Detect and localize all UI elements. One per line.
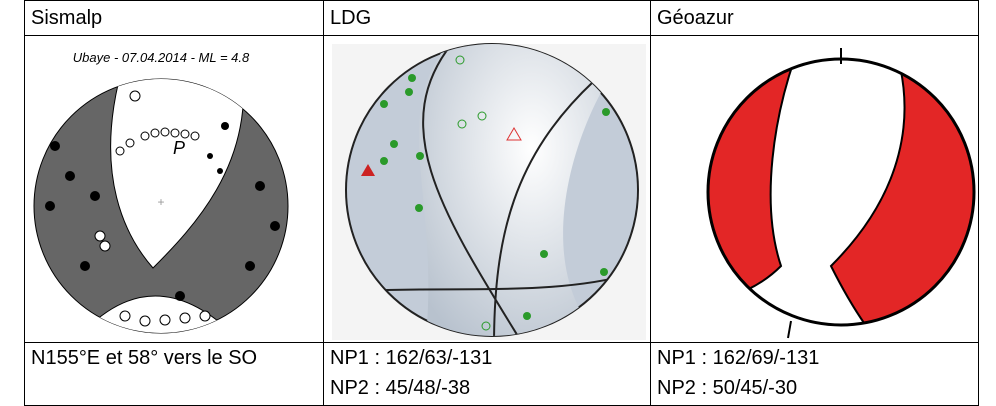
image-cell: Ubaye - 07.04.2014 - ML = 4.8 P +: [24, 35, 324, 343]
header-cell: LDG: [323, 0, 651, 36]
compression-zone: [708, 59, 805, 308]
cell-text: NP1 : 162/69/-131: [657, 347, 820, 369]
axis-mark: [787, 320, 792, 339]
cell-text: NP2 : 50/45/-30: [657, 377, 798, 399]
center-mark: +: [157, 195, 164, 209]
text-row: N155°E et 58° vers le SO NP1 : 162/63/-1…: [24, 342, 979, 406]
cell-text: N155°E et 58° vers le SO: [31, 347, 258, 369]
cell-text: NP2 : 45/48/-38: [330, 377, 471, 399]
observations: [455, 55, 491, 331]
nodal-plane: [363, 275, 625, 292]
header-cell: Sismalp: [24, 0, 324, 36]
header-row: Sismalp LDG Géoazur: [24, 0, 979, 36]
cell-text: NP1 : 162/63/-131: [330, 347, 493, 369]
image-cell: [323, 35, 651, 343]
dilatation-zone: [418, 44, 624, 336]
observations: [94, 90, 211, 327]
dilatation-zone: [110, 79, 245, 269]
image-row: Ubaye - 07.04.2014 - ML = 4.8 P +: [24, 35, 979, 343]
nodal-plane: [493, 80, 595, 336]
nodal-plane: [422, 44, 525, 336]
ldg-beachball: [332, 43, 646, 340]
axis-label: P: [173, 138, 185, 158]
image-cell: [650, 35, 979, 343]
header-cell: Géoazur: [650, 0, 979, 36]
observations: [45, 122, 280, 301]
geoazur-beachball: [706, 48, 976, 339]
text-cell: NP1 : 162/69/-131 NP2 : 50/45/-30: [650, 342, 979, 406]
observations: [380, 74, 610, 320]
axis-marker: [361, 164, 375, 176]
figure-title: Ubaye - 07.04.2014 - ML = 4.8: [73, 50, 250, 65]
text-cell: N155°E et 58° vers le SO: [24, 342, 324, 406]
table: Sismalp LDG Géoazur Ubaye - 07.04.2014 -…: [24, 0, 979, 406]
sismalp-beachball: Ubaye - 07.04.2014 - ML = 4.8 P +: [33, 50, 289, 334]
axis-marker: [506, 127, 522, 141]
text-cell: NP1 : 162/63/-131 NP2 : 45/48/-38: [323, 342, 651, 406]
